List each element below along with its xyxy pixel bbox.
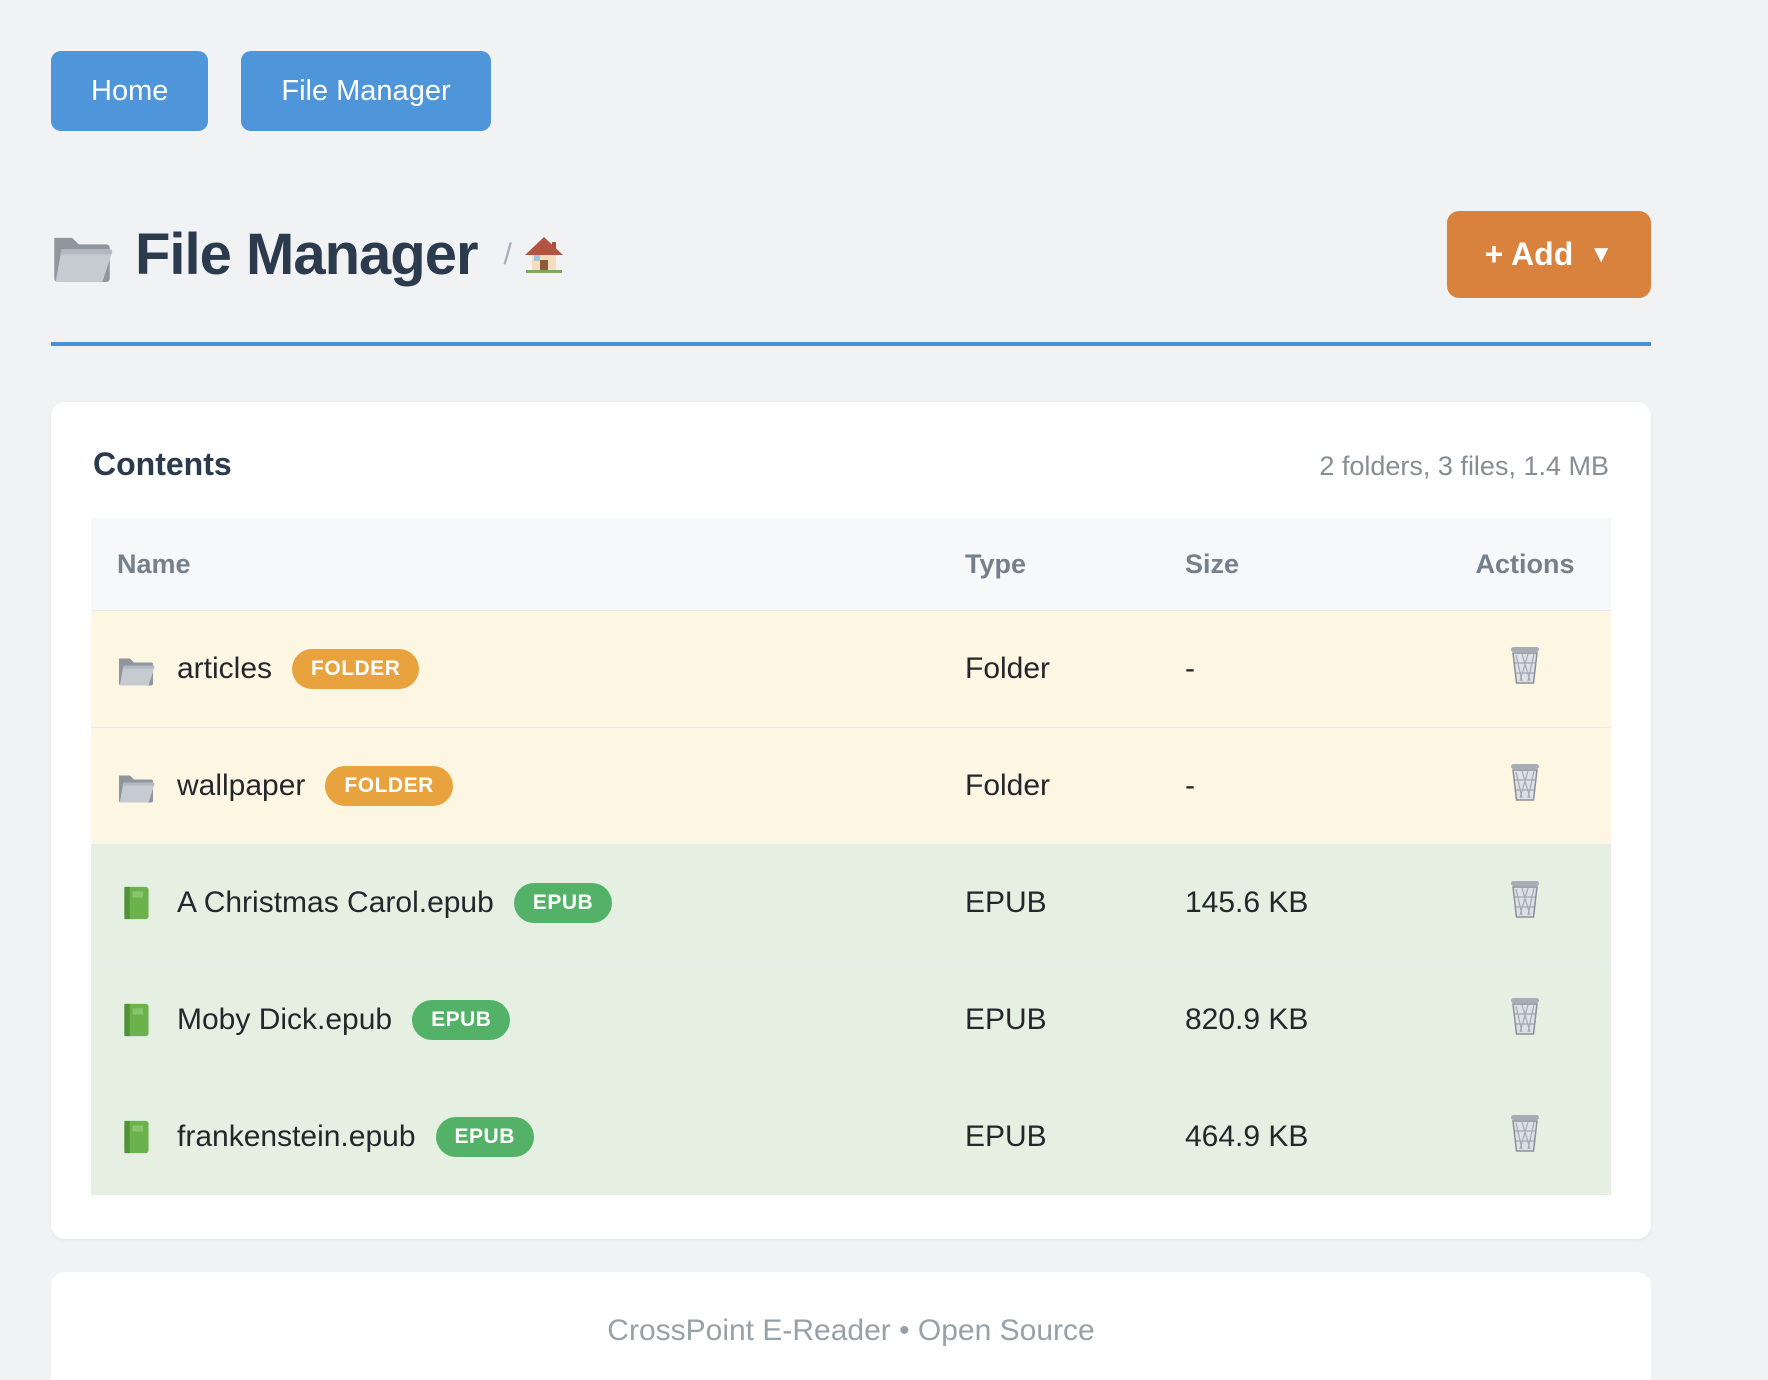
folder-icon bbox=[119, 658, 155, 686]
type-badge: EPUB bbox=[435, 1117, 534, 1157]
trash-icon bbox=[1511, 764, 1539, 801]
contents-card-header: Contents 2 folders, 3 files, 1.4 MB bbox=[91, 446, 1611, 483]
nav-file-manager-button[interactable]: File Manager bbox=[241, 51, 491, 131]
contents-summary: 2 folders, 3 files, 1.4 MB bbox=[1319, 451, 1609, 481]
trash-icon bbox=[1511, 881, 1539, 918]
file-table-head: Name Type Size Actions bbox=[91, 519, 1611, 611]
book-icon bbox=[124, 886, 150, 920]
footer-text: CrossPoint E-Reader • Open Source bbox=[607, 1314, 1095, 1347]
book-icon bbox=[124, 1003, 150, 1037]
file-table: Name Type Size Actions bbox=[91, 519, 1611, 1195]
file-name: A Christmas Carol.epub bbox=[177, 886, 494, 919]
chevron-down-icon: ▼ bbox=[1589, 240, 1613, 268]
table-row[interactable]: articles FOLDER Folder - bbox=[91, 610, 1611, 728]
file-name: Moby Dick.epub bbox=[177, 1003, 393, 1036]
table-row[interactable]: A Christmas Carol.epub EPUB EPUB 145.6 K… bbox=[91, 844, 1611, 962]
folder-icon bbox=[119, 775, 155, 803]
delete-button[interactable] bbox=[1507, 762, 1543, 802]
column-header-size: Size bbox=[1159, 519, 1439, 611]
file-size: 464.9 KB bbox=[1159, 1078, 1439, 1195]
trash-icon bbox=[1511, 647, 1539, 684]
type-badge: FOLDER bbox=[292, 649, 420, 689]
file-name: articles bbox=[177, 652, 273, 685]
delete-button[interactable] bbox=[1507, 1113, 1543, 1153]
file-size: - bbox=[1159, 610, 1439, 728]
type-badge: EPUB bbox=[412, 1000, 511, 1040]
table-row[interactable]: frankenstein.epub EPUB EPUB 464.9 KB bbox=[91, 1078, 1611, 1195]
header-divider bbox=[51, 342, 1651, 346]
add-button[interactable]: + Add ▼ bbox=[1446, 211, 1651, 298]
contents-card: Contents 2 folders, 3 files, 1.4 MB Name… bbox=[51, 402, 1651, 1239]
add-button-label: + Add bbox=[1484, 236, 1574, 272]
column-header-actions: Actions bbox=[1439, 519, 1611, 611]
breadcrumb-separator: / bbox=[503, 237, 512, 271]
file-name: wallpaper bbox=[177, 769, 306, 802]
file-type: Folder bbox=[939, 610, 1159, 728]
trash-icon bbox=[1511, 998, 1539, 1035]
type-badge: FOLDER bbox=[325, 766, 453, 806]
file-table-body: articles FOLDER Folder - bbox=[91, 610, 1611, 1195]
page: Home File Manager File Manager / bbox=[51, 0, 1651, 1380]
table-row[interactable]: wallpaper FOLDER Folder - bbox=[91, 727, 1611, 845]
title-group: File Manager / bbox=[51, 221, 564, 288]
file-type: EPUB bbox=[939, 961, 1159, 1079]
column-header-name: Name bbox=[91, 519, 939, 611]
home-icon[interactable] bbox=[524, 236, 564, 274]
folder-icon bbox=[54, 237, 113, 282]
delete-button[interactable] bbox=[1507, 879, 1543, 919]
top-nav: Home File Manager bbox=[51, 0, 1651, 131]
contents-title: Contents bbox=[93, 446, 232, 482]
file-size: - bbox=[1159, 727, 1439, 845]
nav-home-button[interactable]: Home bbox=[51, 51, 209, 131]
book-icon bbox=[124, 1120, 150, 1154]
file-size: 145.6 KB bbox=[1159, 844, 1439, 962]
trash-icon bbox=[1511, 1115, 1539, 1152]
file-type: EPUB bbox=[939, 1078, 1159, 1195]
type-badge: EPUB bbox=[513, 883, 613, 923]
file-type: EPUB bbox=[939, 844, 1159, 962]
page-header: File Manager / + Add ▼ bbox=[51, 211, 1651, 298]
breadcrumb: / bbox=[504, 236, 564, 274]
file-type: Folder bbox=[939, 727, 1159, 845]
footer: CrossPoint E-Reader • Open Source bbox=[51, 1272, 1651, 1380]
file-name: frankenstein.epub bbox=[177, 1120, 416, 1153]
file-size: 820.9 KB bbox=[1159, 961, 1439, 1079]
table-row[interactable]: Moby Dick.epub EPUB EPUB 820.9 KB bbox=[91, 961, 1611, 1079]
delete-button[interactable] bbox=[1507, 645, 1543, 685]
page-title: File Manager bbox=[135, 222, 479, 287]
column-header-type: Type bbox=[939, 519, 1159, 611]
delete-button[interactable] bbox=[1507, 996, 1543, 1036]
